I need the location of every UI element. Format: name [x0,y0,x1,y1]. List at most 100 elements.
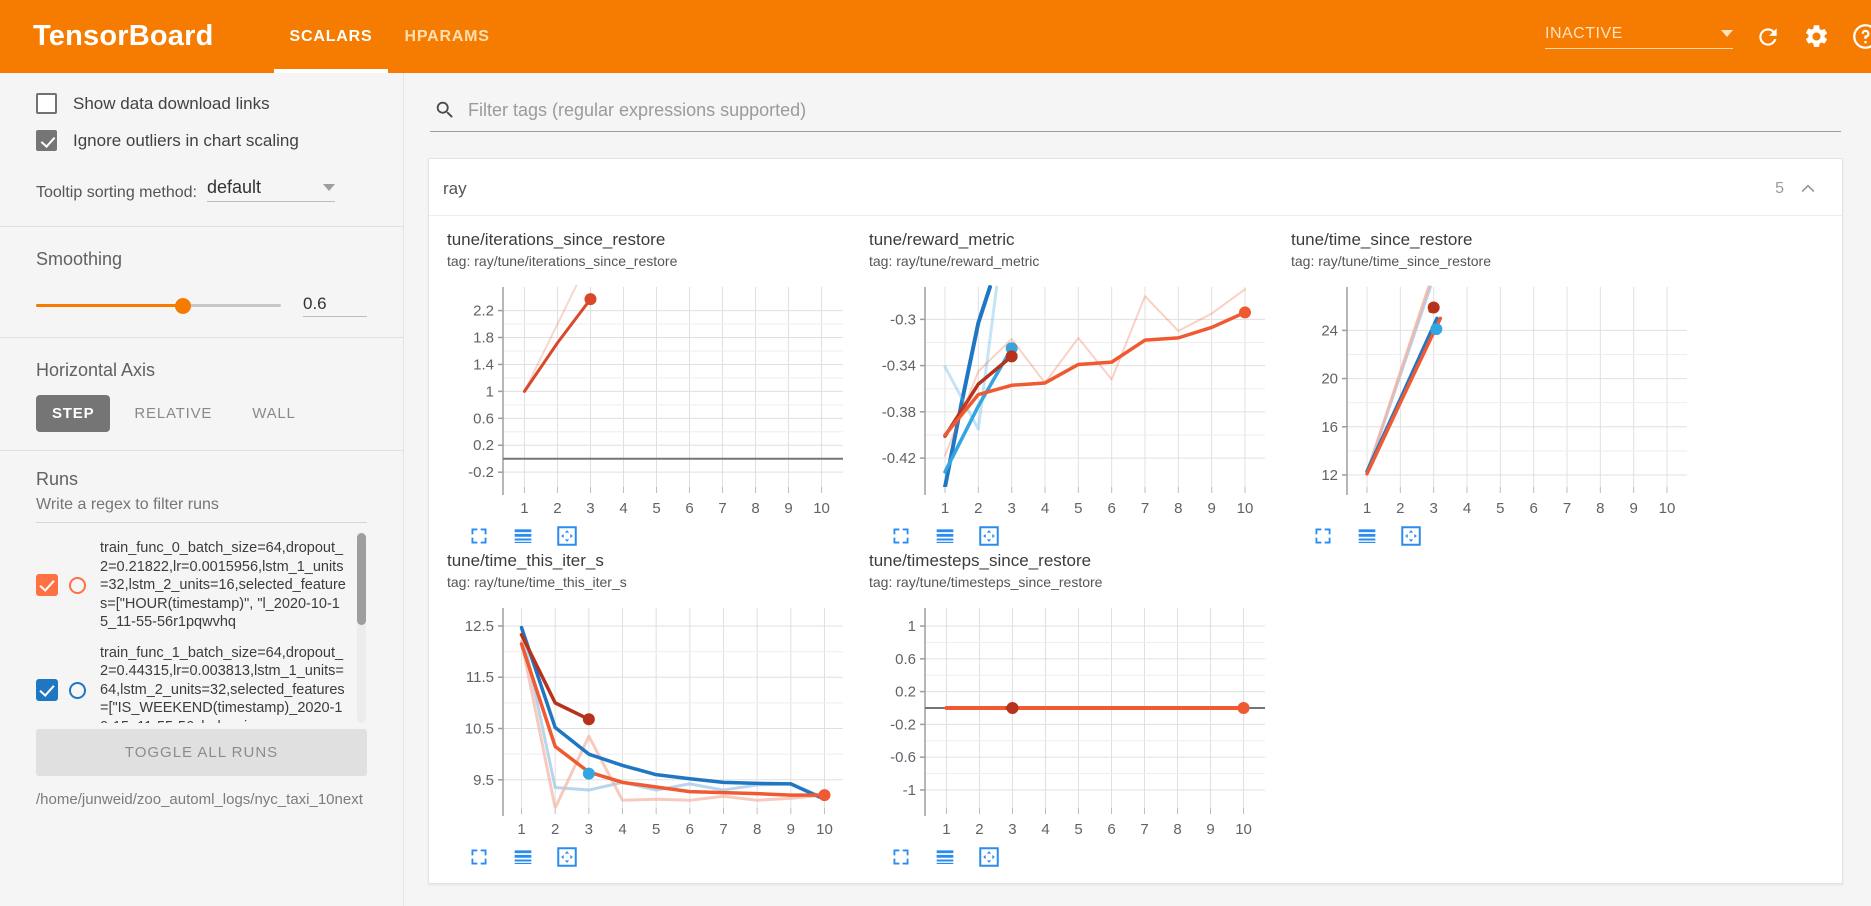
svg-text:-0.42: -0.42 [882,450,916,467]
list-item[interactable]: train_func_0_batch_size=64,dropout_2=0.2… [36,533,367,638]
fit-domain-icon[interactable] [557,847,577,872]
smoothing-value-input[interactable]: 0.6 [303,294,367,317]
expand-chart-icon[interactable] [469,526,489,551]
svg-text:1.8: 1.8 [473,330,494,347]
expand-chart-icon[interactable] [469,847,489,872]
chart-svg[interactable]: 9.5 10.5 11.5 12.5 1 2 3 4 5 6 7 8 9 10 [447,600,851,838]
runs-list[interactable]: train_func_0_batch_size=64,dropout_2=0.2… [36,533,367,723]
fit-domain-icon[interactable] [979,847,999,872]
fit-domain-icon[interactable] [979,526,999,551]
show-download-links-row[interactable]: Show data download links [36,93,367,114]
run-checkbox[interactable] [36,574,58,597]
svg-text:10: 10 [1237,500,1254,515]
chevron-down-icon [1721,30,1733,37]
runs-scrollbar-thumb[interactable] [357,533,366,625]
tag-filter-bar[interactable]: Filter tags (regular expressions support… [430,73,1841,132]
svg-text:10: 10 [813,500,830,515]
run-status-dropdown[interactable]: INACTIVE [1545,25,1733,49]
chart-svg[interactable]: -0.2 0.2 0.6 1 1.4 1.8 2.2 1 2 3 4 5 6 7 8 9 10 [447,279,851,517]
axis-option-wall[interactable]: WALL [252,405,296,422]
list-item[interactable]: train_func_1_batch_size=64,dropout_2=0.4… [36,638,367,723]
svg-text:6: 6 [686,821,694,836]
chart-card: tune/time_this_iter_s tag: ray/tune/time_… [447,551,865,872]
show-download-links-checkbox[interactable] [36,93,57,114]
toggle-yaxis-icon[interactable] [935,847,955,872]
svg-text:4: 4 [619,500,627,515]
chart-svg[interactable]: -1 -0.6 -0.2 0.2 0.6 1 1 2 3 4 5 6 7 8 9 10 [869,600,1273,838]
fit-domain-icon[interactable] [1401,526,1421,551]
run-checkbox[interactable] [36,679,58,702]
svg-text:3: 3 [1429,500,1437,515]
chart-plot[interactable]: -0.2 0.2 0.6 1 1.4 1.8 2.2 1 2 3 4 5 6 7 8 9 10 [447,279,865,520]
svg-text:11.5: 11.5 [466,669,494,686]
chart-plot[interactable]: -1 -0.6 -0.2 0.2 0.6 1 1 2 3 4 5 6 7 8 9 10 [869,600,1287,841]
run-label: train_func_0_batch_size=64,dropout_2=0.2… [100,540,346,631]
tooltip-sorting-select[interactable]: default [206,177,335,202]
chart-card: tune/time_since_restore tag: ray/tune/tim… [1291,230,1709,551]
svg-text:2: 2 [974,500,982,515]
chevron-down-icon [322,184,335,191]
toggle-all-runs-button[interactable]: TOGGLE ALL RUNS [36,729,367,776]
run-status-value: INACTIVE [1545,24,1623,42]
toggle-yaxis-icon[interactable] [513,526,533,551]
chart-svg[interactable]: -0.42 -0.38 -0.34 -0.3 1 2 3 4 5 6 7 8 9 10 [869,279,1273,517]
svg-text:9: 9 [787,821,795,836]
ignore-outliers-row[interactable]: Ignore outliers in chart scaling [36,130,367,151]
chart-plot[interactable]: -0.42 -0.38 -0.34 -0.3 1 2 3 4 5 6 7 8 9 10 [869,279,1287,520]
expand-chart-icon[interactable] [1313,526,1333,551]
svg-text:2: 2 [1396,500,1404,515]
svg-text:8: 8 [1596,500,1604,515]
run-color-circle[interactable] [69,681,86,699]
help-icon[interactable] [1852,23,1871,50]
tag-group-header[interactable]: ray 5 [429,159,1842,216]
toggle-yaxis-icon[interactable] [513,847,533,872]
svg-text:8: 8 [751,500,759,515]
toggle-yaxis-icon[interactable] [935,526,955,551]
top-app-bar: TensorBoard SCALARS HPARAMS INACTIVE [0,0,1871,73]
expand-chart-icon[interactable] [891,847,911,872]
svg-text:6: 6 [1529,500,1537,515]
run-label: train_func_1_batch_size=64,dropout_2=0.4… [100,644,345,723]
chart-title: tune/iterations_since_restore [447,230,666,249]
refresh-icon[interactable] [1755,24,1781,50]
tab-hparams[interactable]: HPARAMS [404,28,490,45]
chart-tag: tag: ray/tune/time_since_restore [1291,253,1491,269]
chart-tag: tag: ray/tune/timesteps_since_restore [869,574,1103,590]
chevron-up-icon[interactable] [1798,179,1818,199]
smoothing-slider[interactable] [36,297,281,314]
app-title: TensorBoard [33,20,214,52]
fit-domain-icon[interactable] [557,526,577,551]
run-color-circle[interactable] [69,576,86,594]
chart-plot[interactable]: 12 16 20 24 1 2 3 4 5 6 7 8 9 10 [1291,279,1709,520]
axis-option-relative[interactable]: RELATIVE [134,405,213,422]
svg-text:5: 5 [1074,821,1082,836]
svg-text:16: 16 [1321,419,1338,436]
svg-text:0.2: 0.2 [895,684,916,701]
chart-action-icons [447,841,865,872]
ignore-outliers-checkbox[interactable] [36,130,57,151]
smoothing-title: Smoothing [36,249,123,269]
runs-filter-input[interactable] [36,490,367,523]
svg-text:9: 9 [784,500,792,515]
chart-plot[interactable]: 9.5 10.5 11.5 12.5 1 2 3 4 5 6 7 8 9 10 [447,600,865,841]
smoothing-slider-knob[interactable] [175,297,191,314]
gear-icon[interactable] [1803,23,1830,50]
chart-action-icons [1291,520,1709,551]
runs-title: Runs [36,469,79,489]
charts-grid: tune/iterations_since_restore tag: ray/tu… [429,216,1842,872]
axis-option-step[interactable]: STEP [36,395,111,432]
toggle-yaxis-icon[interactable] [1357,526,1377,551]
svg-text:-0.6: -0.6 [890,749,916,766]
runs-scrollbar[interactable] [357,533,366,723]
chart-action-icons [869,520,1287,551]
expand-chart-icon[interactable] [891,526,911,551]
chart-card: tune/reward_metric tag: ray/tune/reward_m… [869,230,1287,551]
svg-text:1: 1 [908,618,916,635]
svg-text:4: 4 [1041,821,1049,836]
chart-action-icons [447,520,865,551]
chart-tag: tag: ray/tune/time_this_iter_s [447,574,627,590]
svg-text:8: 8 [1174,500,1182,515]
tab-scalars[interactable]: SCALARS [274,0,389,73]
logdir-path: /home/junweid/zoo_automl_logs/nyc_taxi_1… [36,791,363,808]
